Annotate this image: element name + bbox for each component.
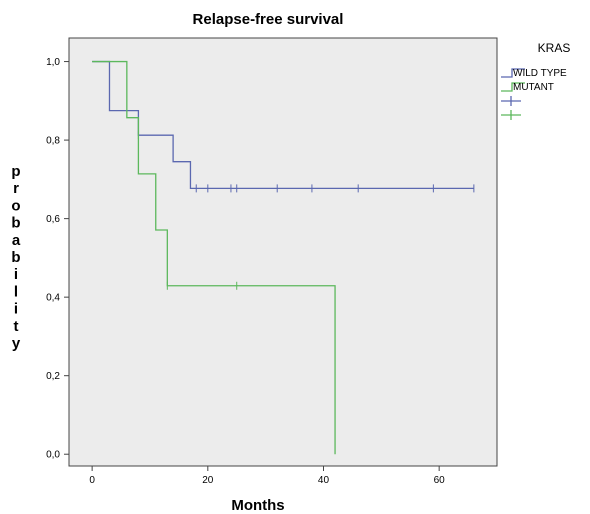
y-tick-label: 1,0	[46, 57, 60, 68]
x-tick-label: 40	[318, 475, 330, 486]
y-axis-title-letter: i	[14, 266, 18, 283]
x-tick-label: 60	[434, 475, 446, 486]
legend-label: WILD TYPE	[513, 68, 567, 79]
legend: KRAS WILD TYPE MUTANT	[501, 41, 570, 120]
chart-title: Relapse-free survival	[193, 11, 344, 28]
x-tick-label: 0	[89, 475, 95, 486]
y-axis-title-letter: a	[12, 232, 21, 249]
legend-label: MUTANT	[513, 82, 554, 93]
y-axis-title-letter: r	[13, 180, 19, 197]
y-tick-label: 0,2	[46, 371, 60, 382]
axis-ticks: 0 20 40 60 0,0 0,2 0,4 0,6 0,8 1,0	[46, 57, 445, 486]
y-axis-title-letter: p	[11, 163, 20, 180]
y-tick-label: 0,8	[46, 136, 60, 147]
y-axis-title-letter: b	[11, 215, 20, 232]
y-axis-title-letter: o	[11, 197, 20, 214]
y-axis-title-letter: l	[14, 283, 18, 300]
y-tick-label: 0,4	[46, 293, 60, 304]
y-axis-title-letter: t	[14, 318, 19, 335]
series-layer	[92, 60, 475, 455]
legend-title: KRAS	[538, 41, 571, 55]
x-axis-title: Months	[231, 497, 284, 514]
series-wild-type-line	[92, 60, 474, 190]
y-tick-label: 0,6	[46, 214, 60, 225]
legend-swatch-censor	[501, 110, 521, 120]
legend-swatch-line	[501, 82, 525, 92]
legend-swatch-line	[501, 68, 525, 78]
legend-swatch-censor	[501, 96, 521, 106]
y-axis-title-letter: b	[11, 249, 20, 266]
y-axis-title-letter: y	[12, 335, 21, 352]
y-tick-label: 0,0	[46, 450, 60, 461]
y-axis-title-letter: i	[14, 301, 18, 318]
x-tick-label: 20	[202, 475, 214, 486]
series-mutant-line	[92, 60, 336, 455]
plot-area	[68, 37, 498, 467]
